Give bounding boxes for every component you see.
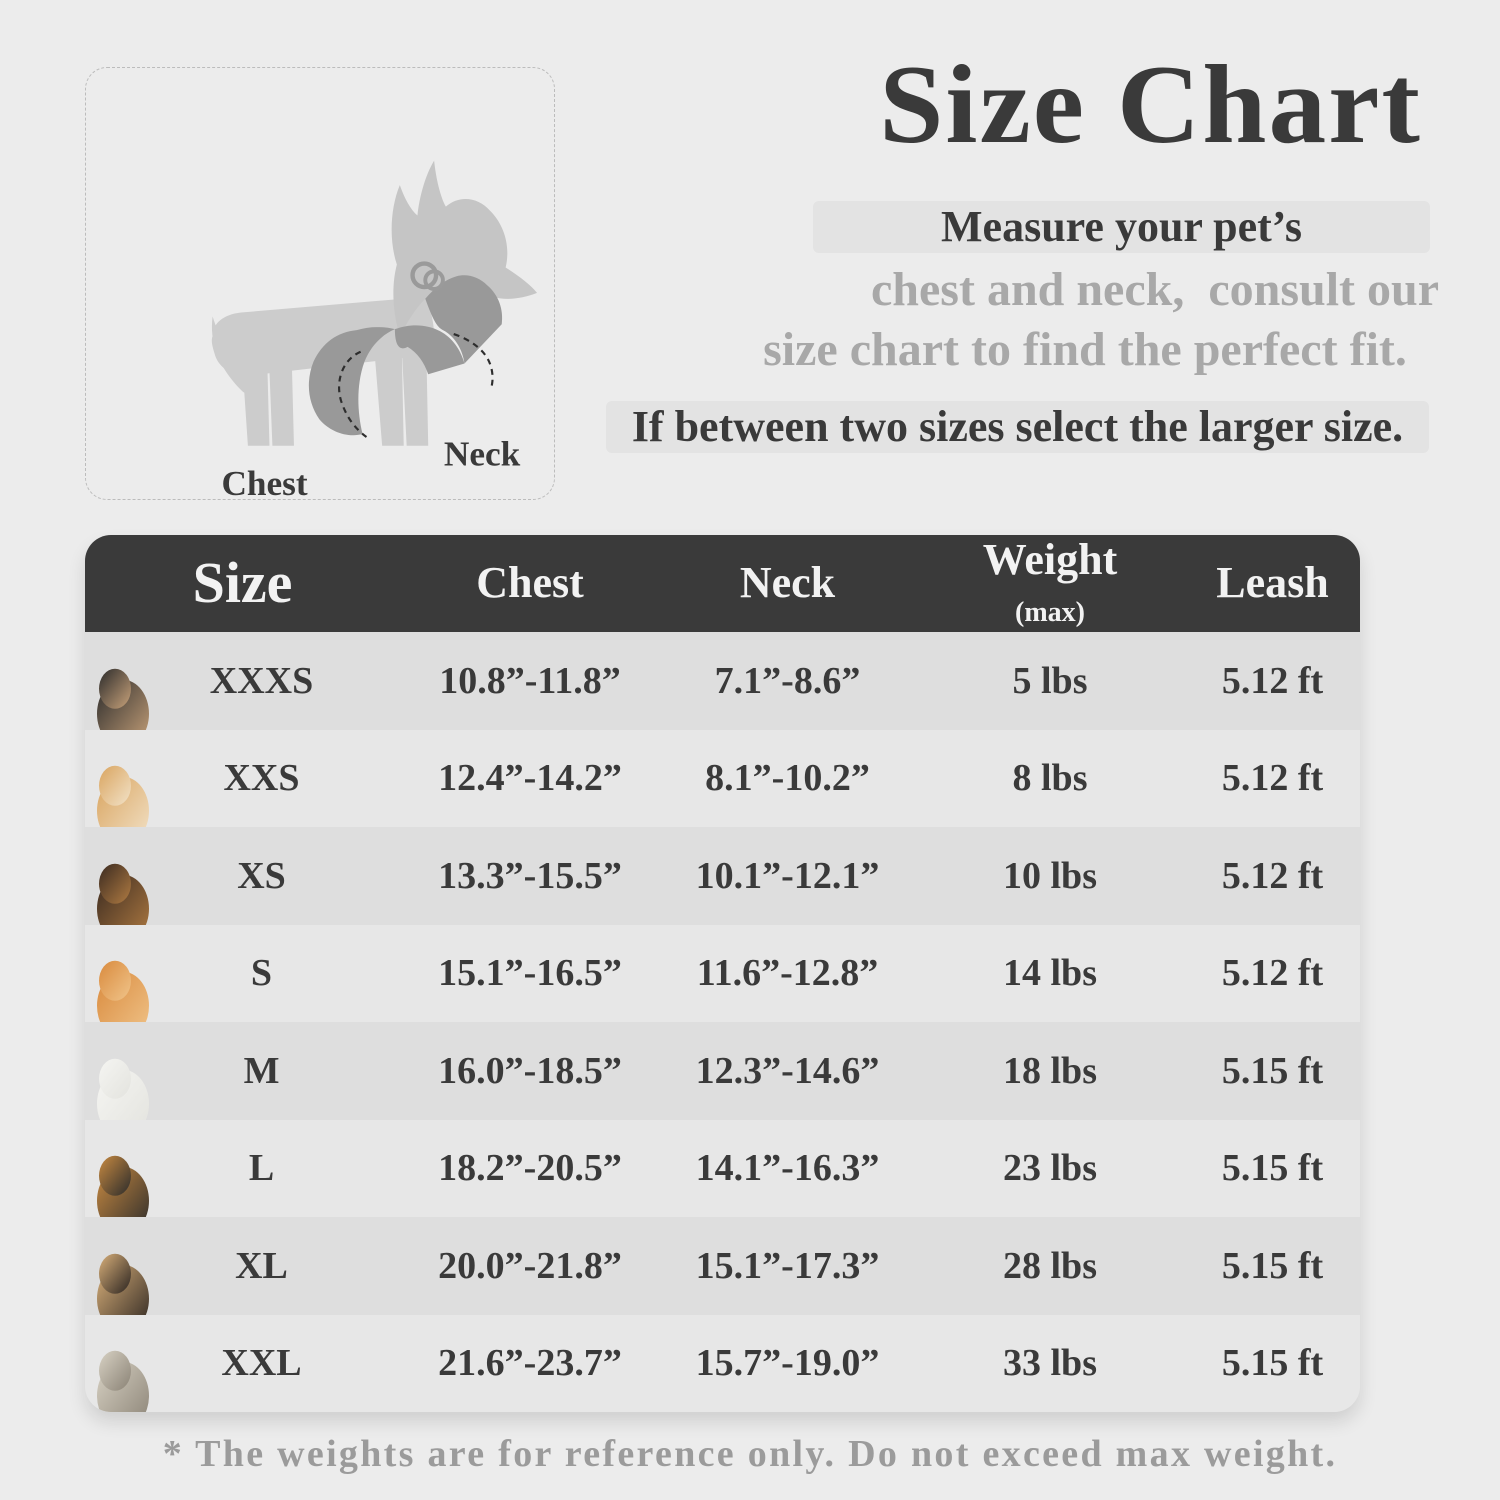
svg-text:Chest: Chest <box>221 464 307 501</box>
svg-text:Neck: Neck <box>444 434 521 473</box>
